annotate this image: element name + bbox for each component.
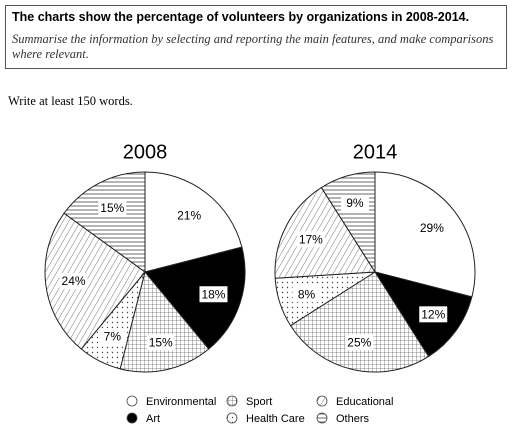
task-box: The charts show the percentage of volunt… bbox=[5, 5, 507, 69]
chart-title: 2008 bbox=[123, 141, 168, 163]
value-label: 17% bbox=[299, 232, 323, 246]
legend-swatch bbox=[316, 412, 328, 424]
legend-swatch bbox=[126, 412, 138, 424]
label-bg bbox=[146, 334, 175, 351]
label-bg bbox=[340, 194, 369, 211]
value-label: 12% bbox=[421, 307, 445, 321]
word-count: Write at least 150 words. bbox=[8, 94, 133, 108]
legend-label: Others bbox=[336, 413, 370, 425]
pie-slice bbox=[119, 270, 210, 373]
label-bg bbox=[175, 207, 204, 224]
value-label: 29% bbox=[420, 221, 444, 235]
value-label: 15% bbox=[149, 335, 173, 349]
value-label: 18% bbox=[201, 287, 225, 301]
label-bg bbox=[417, 219, 446, 236]
label-bg bbox=[345, 334, 374, 351]
pie-slice bbox=[63, 171, 146, 273]
value-label: 25% bbox=[347, 335, 371, 349]
value-label: 9% bbox=[346, 196, 364, 210]
task-title: The charts show the percentage of volunt… bbox=[12, 10, 470, 24]
task-instruction: Summarise the information by selecting a… bbox=[12, 32, 494, 61]
legend-label: Sport bbox=[246, 396, 272, 408]
legend-swatch bbox=[226, 395, 238, 407]
legend-label: Environmental bbox=[146, 396, 216, 408]
pie-slice bbox=[274, 186, 376, 279]
label-bg bbox=[296, 231, 325, 248]
value-label: 7% bbox=[104, 329, 122, 343]
legend-label: Educational bbox=[336, 396, 394, 408]
pie-slice bbox=[144, 246, 246, 350]
pie-slice bbox=[44, 212, 146, 350]
value-label: 8% bbox=[298, 287, 316, 301]
legend-swatch bbox=[126, 395, 138, 407]
label-bg bbox=[199, 286, 228, 303]
value-label: 15% bbox=[100, 201, 124, 215]
label-bg bbox=[98, 328, 127, 345]
label-bg bbox=[292, 286, 321, 303]
label-bg bbox=[98, 199, 127, 216]
legend-swatch bbox=[316, 395, 328, 407]
value-label: 24% bbox=[62, 274, 86, 288]
label-bg bbox=[419, 306, 448, 323]
legend-swatch bbox=[226, 412, 238, 424]
label-bg bbox=[59, 273, 88, 290]
legend-label: Art bbox=[146, 413, 160, 425]
legend-label: Health Care bbox=[246, 413, 305, 425]
chart-title: 2014 bbox=[353, 141, 398, 163]
pie-slice bbox=[289, 271, 430, 373]
value-label: 21% bbox=[177, 208, 201, 222]
